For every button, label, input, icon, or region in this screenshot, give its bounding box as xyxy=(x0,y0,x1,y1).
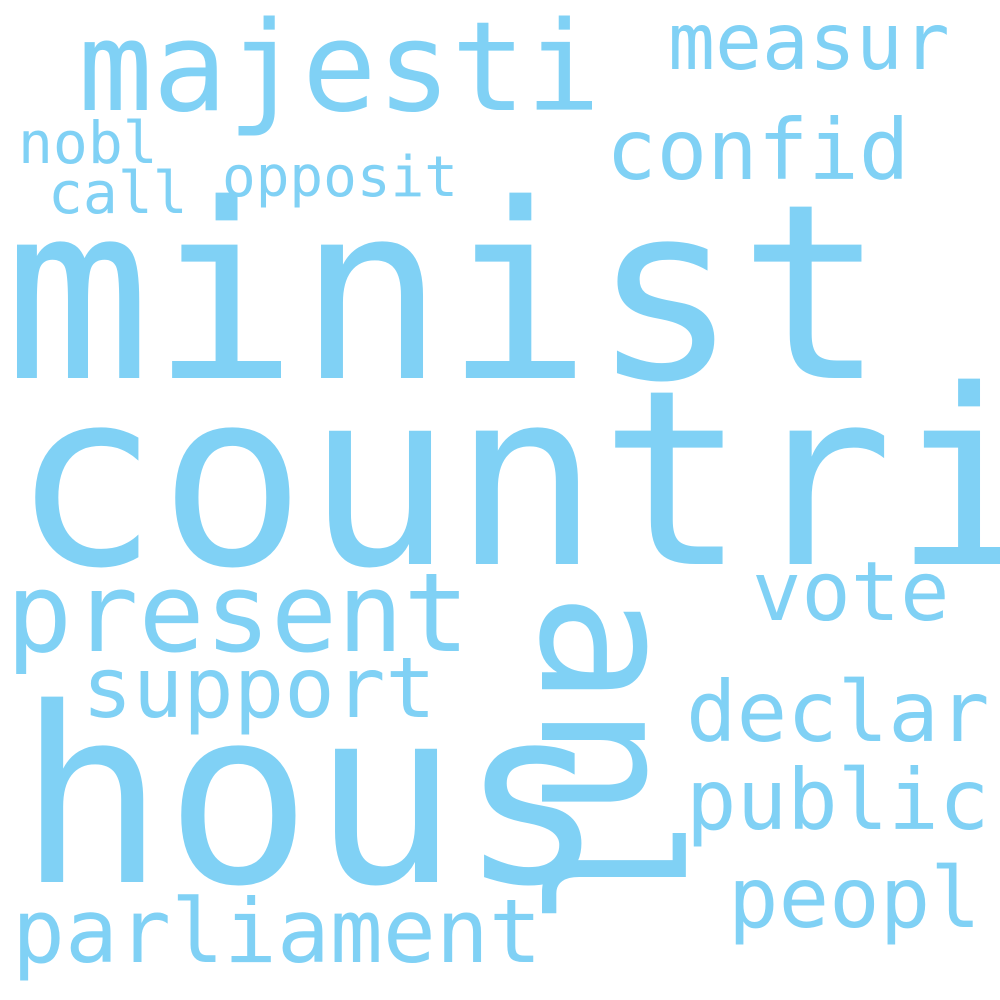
word-support: support xyxy=(82,639,437,737)
word-nobl: nobl xyxy=(18,109,158,177)
word-opposit: opposit xyxy=(222,145,459,210)
word-vote: vote xyxy=(752,545,950,640)
word-peopl: peopl xyxy=(728,849,981,947)
word-public: public xyxy=(686,751,990,849)
word-measur: measur xyxy=(668,0,950,88)
word-countri: countri xyxy=(12,338,1000,622)
word-hous: hous xyxy=(18,656,606,940)
word-declar: declar xyxy=(686,663,990,761)
word-present: present xyxy=(6,549,470,677)
word-anl: anl xyxy=(497,592,716,932)
word-confid: confid xyxy=(606,101,910,199)
word-majesti: majesti xyxy=(78,0,601,140)
word-parliament: parliament xyxy=(12,880,542,983)
word-minist: minist xyxy=(4,152,886,436)
word-call: call xyxy=(48,159,188,227)
